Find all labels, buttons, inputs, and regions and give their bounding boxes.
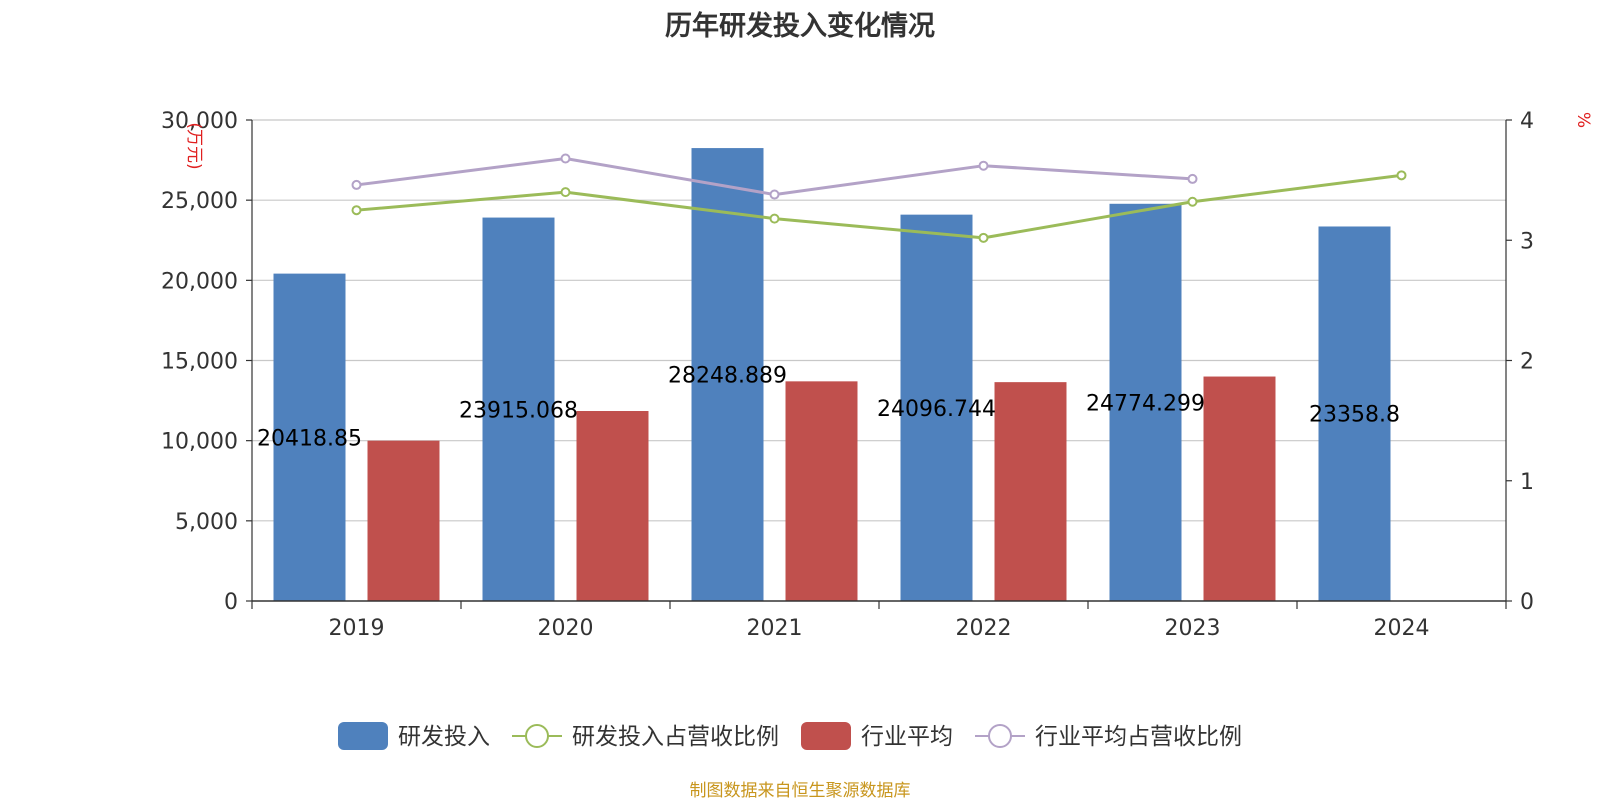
x-tick-label: 2021: [747, 616, 803, 641]
y-left-tick-label: 25,000: [161, 189, 238, 214]
x-tick-label: 2024: [1374, 616, 1430, 641]
line-point: [978, 160, 989, 171]
line-point: [351, 205, 362, 216]
y-left-tick-label: 5,000: [175, 510, 238, 535]
bars-group: [273, 148, 1391, 601]
source-note: 制图数据来自恒生聚源数据库: [689, 781, 911, 801]
y-left-tick-label: 0: [224, 590, 238, 615]
bar-rd-investment: [1318, 226, 1391, 601]
y-right-unit: %: [1573, 112, 1593, 128]
bar-data-label: 24096.744: [877, 397, 996, 422]
legend-swatch-marker: [988, 724, 1012, 748]
legend: 研发投入 研发投入占营收比例 行业平均 行业平均占营收比例: [338, 722, 1242, 750]
bar-industry-average: [994, 382, 1067, 601]
y-right-tick-label: 4: [1520, 109, 1534, 134]
bar-data-label: 20418.85: [257, 426, 362, 451]
y-right-tick-label: 1: [1520, 470, 1534, 495]
chart-title: 历年研发投入变化情况: [665, 11, 935, 42]
grid-lines: [252, 119, 1506, 522]
bar-rd-investment: [1109, 203, 1182, 601]
legend-swatch: [338, 722, 388, 750]
y-right-tick-label: 0: [1520, 590, 1534, 615]
y-left-unit: (万元): [184, 122, 204, 169]
line-industry-ratio: [356, 156, 1193, 197]
x-tick-label: 2022: [956, 616, 1012, 641]
x-tick-label: 2020: [538, 616, 594, 641]
legend-label: 研发投入占营收比例: [572, 724, 779, 750]
bar-data-label: 23915.068: [459, 398, 578, 423]
bar-rd-investment: [900, 214, 973, 601]
bar-rd-investment: [691, 148, 764, 601]
x-tick-label: 2023: [1165, 616, 1221, 641]
y-right-tick-label: 2: [1520, 350, 1534, 375]
line-point: [769, 213, 780, 224]
lines-group: [351, 153, 1407, 243]
y-right-tick-label: 3: [1520, 229, 1534, 254]
line-point: [1396, 170, 1407, 181]
legend-label: 行业平均占营收比例: [1035, 724, 1242, 750]
y-left-tick-label: 20,000: [161, 269, 238, 294]
bar-rd-investment: [482, 217, 555, 601]
line-point: [351, 179, 362, 190]
bar-industry-average: [367, 440, 440, 601]
line-rd-ratio: [356, 173, 1402, 240]
bar-industry-average: [785, 381, 858, 601]
legend-label: 行业平均: [861, 724, 953, 750]
line-point: [1187, 196, 1198, 207]
line-point: [1187, 173, 1198, 184]
line-point: [560, 187, 571, 198]
x-tick-label: 2019: [329, 616, 385, 641]
axes-group: 05,00010,00015,00020,00025,00030,0000123…: [161, 109, 1593, 641]
legend-swatch-marker: [525, 724, 549, 748]
y-left-tick-label: 10,000: [161, 430, 238, 455]
line-point: [560, 153, 571, 164]
bar-industry-average: [576, 411, 649, 601]
bar-data-label: 24774.299: [1086, 391, 1205, 416]
bar-data-label: 23358.8: [1309, 403, 1400, 428]
bar-data-label: 28248.889: [668, 364, 787, 389]
data-labels-group: 20418.85 23915.068 28248.889 24096.744 24774…: [257, 364, 1400, 452]
y-left-tick-label: 15,000: [161, 350, 238, 375]
bar-rd-investment: [273, 273, 346, 601]
line-point: [978, 232, 989, 243]
y-left-tick-label: 30,000: [161, 109, 238, 134]
bar-industry-average: [1203, 376, 1276, 601]
legend-label: 研发投入: [398, 724, 490, 750]
line-point: [769, 189, 780, 200]
legend-swatch: [801, 722, 851, 750]
